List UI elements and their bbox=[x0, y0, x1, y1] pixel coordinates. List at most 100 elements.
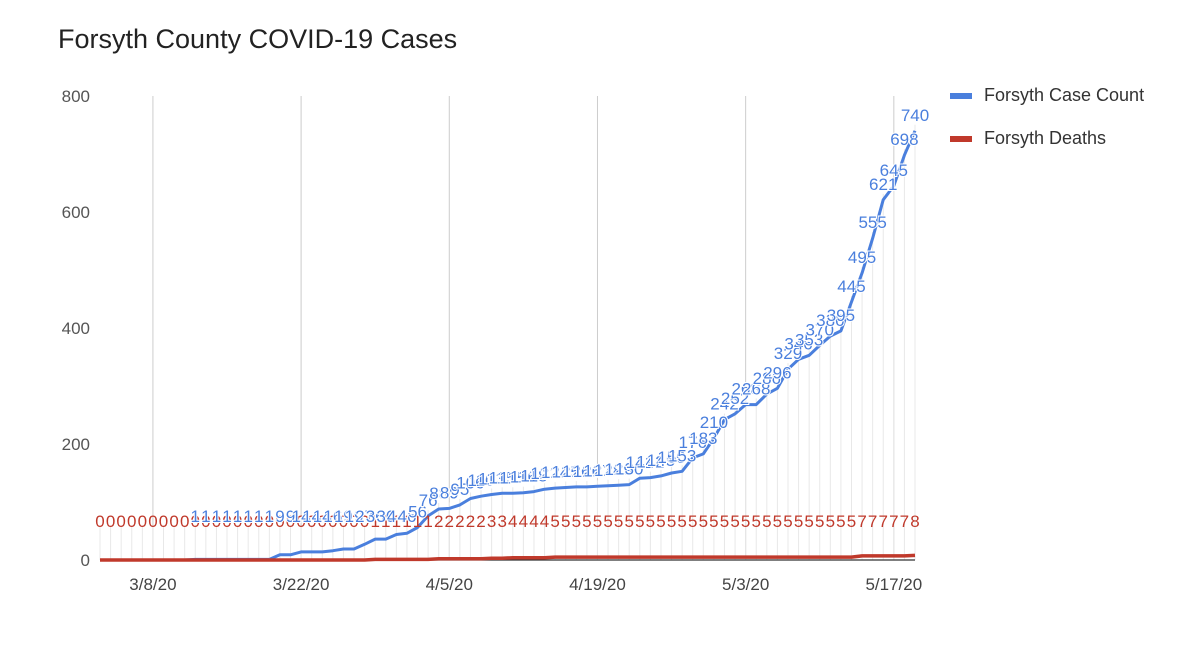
data-label-case-count: 286 bbox=[753, 369, 781, 388]
data-label-case-count: 89 bbox=[440, 483, 459, 502]
data-label-deaths: 0 bbox=[233, 512, 242, 531]
data-label-case-count: 115 bbox=[489, 468, 516, 487]
y-tick-label: 0 bbox=[81, 551, 90, 570]
legend-label-case-count: Forsyth Case Count bbox=[984, 85, 1145, 105]
data-label-deaths: 0 bbox=[201, 512, 210, 531]
data-label-deaths: 8 bbox=[910, 512, 919, 531]
data-label-case-count: 19 bbox=[334, 507, 353, 526]
data-label-deaths: 4 bbox=[508, 512, 517, 531]
data-label-deaths: 1 bbox=[402, 512, 411, 531]
data-label-deaths: 5 bbox=[804, 512, 813, 531]
data-label-deaths: 0 bbox=[328, 512, 337, 531]
data-label-deaths: 5 bbox=[677, 512, 686, 531]
data-label-case-count: 353 bbox=[795, 330, 823, 349]
data-label-deaths: 5 bbox=[815, 512, 824, 531]
data-label-deaths: 0 bbox=[212, 512, 221, 531]
data-label-case-count: 176 bbox=[679, 433, 707, 452]
x-tick-label: 3/8/20 bbox=[129, 575, 176, 594]
data-label-deaths: 0 bbox=[191, 512, 200, 531]
data-label-deaths: 5 bbox=[624, 512, 633, 531]
data-label-deaths: 7 bbox=[879, 512, 888, 531]
data-label-deaths: 7 bbox=[857, 512, 866, 531]
data-label-case-count: 36 bbox=[366, 507, 385, 526]
data-label-deaths: 3 bbox=[497, 512, 506, 531]
data-label-case-count: 128 bbox=[594, 461, 622, 480]
data-label-deaths: 7 bbox=[889, 512, 898, 531]
data-label-case-count: 386 bbox=[816, 311, 844, 330]
data-label-deaths: 5 bbox=[688, 512, 697, 531]
chart-title: Forsyth County COVID-19 Cases bbox=[58, 24, 458, 54]
data-label-deaths: 2 bbox=[455, 512, 464, 531]
data-label-deaths: 4 bbox=[540, 512, 549, 531]
data-label-deaths: 5 bbox=[646, 512, 655, 531]
data-label-case-count: 296 bbox=[763, 363, 791, 382]
data-label-case-count: 125 bbox=[552, 463, 580, 482]
data-label-deaths: 2 bbox=[434, 512, 443, 531]
data-label-deaths: 0 bbox=[339, 512, 348, 531]
y-tick-label: 400 bbox=[62, 319, 90, 338]
data-label-case-count: 14 bbox=[292, 507, 311, 526]
data-label-deaths: 5 bbox=[836, 512, 845, 531]
data-label-case-count: 1 bbox=[212, 507, 221, 526]
data-label-deaths: 0 bbox=[169, 512, 178, 531]
data-label-case-count: 395 bbox=[827, 306, 855, 325]
data-label-case-count: 145 bbox=[647, 451, 675, 470]
data-label-case-count: 9 bbox=[275, 507, 284, 526]
data-label-case-count: 370 bbox=[806, 320, 834, 339]
data-label-case-count: 495 bbox=[848, 248, 876, 267]
data-label-deaths: 0 bbox=[254, 512, 263, 531]
data-label-deaths: 0 bbox=[106, 512, 115, 531]
data-label-case-count: 115 bbox=[499, 468, 526, 487]
data-label-deaths: 0 bbox=[243, 512, 252, 531]
legend-swatch-case-count bbox=[950, 92, 972, 99]
data-label-case-count: 329 bbox=[774, 344, 802, 363]
data-label-case-count: 141 bbox=[626, 453, 654, 472]
data-label-case-count: 36 bbox=[376, 507, 395, 526]
data-label-deaths: 5 bbox=[794, 512, 803, 531]
data-label-case-count: 106 bbox=[456, 474, 484, 493]
data-label-deaths: 0 bbox=[138, 512, 147, 531]
data-label-case-count: 698 bbox=[890, 130, 918, 149]
data-label-deaths: 5 bbox=[635, 512, 644, 531]
data-label-deaths: 5 bbox=[826, 512, 835, 531]
data-label-case-count: 116 bbox=[510, 468, 537, 487]
data-label-case-count: 445 bbox=[837, 277, 865, 296]
data-label-case-count: 76 bbox=[419, 491, 438, 510]
data-label-deaths: 0 bbox=[222, 512, 231, 531]
series-line-deaths bbox=[100, 553, 916, 562]
data-label-deaths: 5 bbox=[730, 512, 739, 531]
data-label-deaths: 7 bbox=[868, 512, 877, 531]
data-label-deaths: 5 bbox=[741, 512, 750, 531]
data-label-deaths: 7 bbox=[900, 512, 909, 531]
legend-item-case-count: Forsyth Case Count bbox=[950, 85, 1144, 106]
data-label-deaths: 5 bbox=[751, 512, 760, 531]
data-label-deaths: 4 bbox=[529, 512, 538, 531]
data-label-deaths: 5 bbox=[709, 512, 718, 531]
data-label-case-count: 1 bbox=[265, 507, 274, 526]
x-tick-label: 4/5/20 bbox=[426, 575, 473, 594]
x-tick-label: 3/22/20 bbox=[273, 575, 330, 594]
data-label-case-count: 113 bbox=[478, 469, 505, 488]
data-label-case-count: 14 bbox=[313, 507, 332, 526]
data-label-case-count: 252 bbox=[721, 389, 749, 408]
data-label-deaths: 5 bbox=[656, 512, 665, 531]
data-label-case-count: 127 bbox=[583, 461, 611, 480]
data-label-deaths: 0 bbox=[307, 512, 316, 531]
data-label-case-count: 124 bbox=[541, 463, 569, 482]
data-label-case-count: 153 bbox=[668, 446, 696, 465]
data-label-case-count: 1 bbox=[254, 507, 263, 526]
data-label-deaths: 5 bbox=[773, 512, 782, 531]
data-label-deaths: 1 bbox=[392, 512, 401, 531]
data-label-deaths: 5 bbox=[561, 512, 570, 531]
x-tick-label: 5/17/20 bbox=[865, 575, 922, 594]
data-label-deaths: 0 bbox=[180, 512, 189, 531]
data-label-deaths: 4 bbox=[519, 512, 528, 531]
data-label-deaths: 5 bbox=[572, 512, 581, 531]
legend-swatch-deaths bbox=[950, 135, 972, 142]
data-label-case-count: 150 bbox=[657, 448, 685, 467]
data-label-case-count: 1 bbox=[233, 507, 242, 526]
data-label-case-count: 46 bbox=[397, 507, 416, 526]
data-label-case-count: 129 bbox=[604, 460, 632, 479]
data-label-case-count: 1 bbox=[191, 507, 200, 526]
data-label-deaths: 5 bbox=[603, 512, 612, 531]
